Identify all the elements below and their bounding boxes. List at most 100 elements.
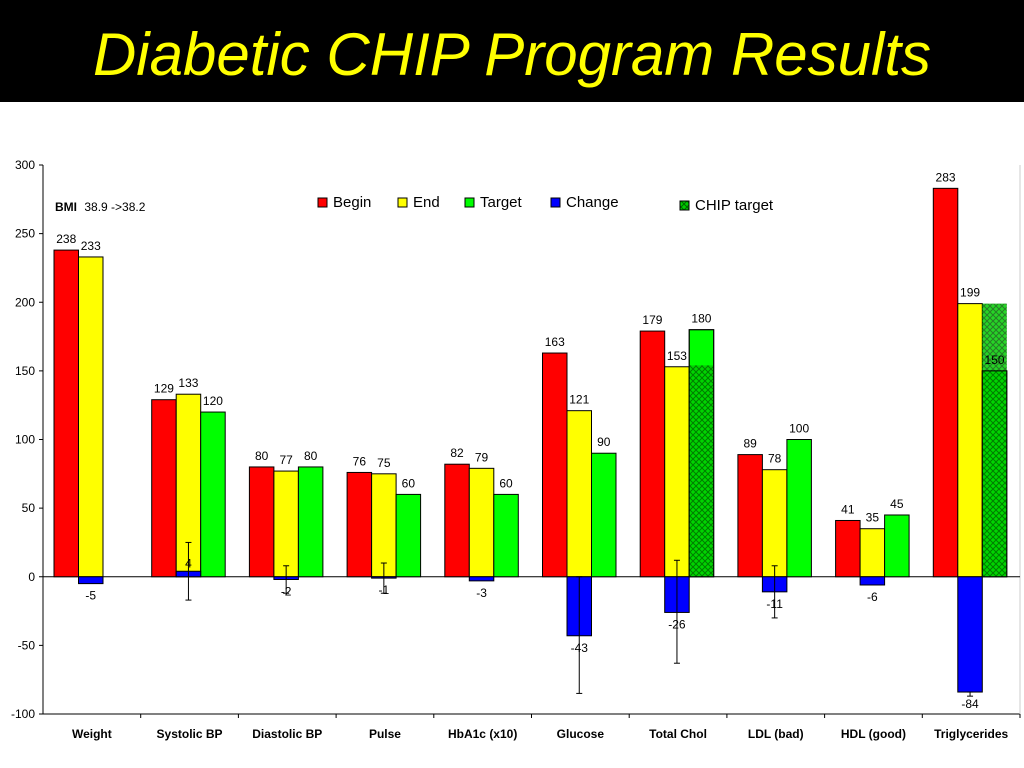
bar-end [761, 469, 788, 578]
data-label: 41 [841, 502, 855, 516]
data-label: 76 [353, 454, 367, 468]
data-label: 233 [81, 239, 101, 253]
data-label: 121 [569, 393, 589, 407]
data-label: -84 [961, 697, 979, 711]
legend: Begin End Target Change CHIP target [317, 194, 774, 214]
bar-begin [542, 352, 568, 578]
bar-end [468, 467, 495, 578]
y-tick-label: 100 [15, 433, 35, 447]
x-tick-label: LDL (bad) [748, 727, 804, 741]
x-tick-label: HDL (good) [841, 727, 906, 741]
bar-begin [737, 454, 763, 578]
bar-begin [53, 249, 79, 578]
bars [53, 187, 1008, 693]
legend-swatch [317, 197, 328, 208]
bar-target [395, 493, 422, 578]
data-label: 89 [743, 437, 757, 451]
data-label: 129 [154, 382, 174, 396]
data-label: -5 [85, 589, 96, 603]
x-tick-label: Diastolic BP [252, 727, 322, 741]
bmi-value: 38.9 ->38.2 [84, 200, 145, 214]
x-tick-label: HbA1c (x10) [448, 727, 517, 741]
legend-swatch [550, 197, 561, 208]
legend-label: End [413, 194, 440, 211]
data-label: 60 [499, 476, 513, 490]
data-label: 120 [203, 394, 223, 408]
data-label: 77 [279, 453, 293, 467]
bar-begin [248, 466, 275, 578]
data-label: 179 [642, 313, 662, 327]
bar-begin [932, 187, 959, 578]
bmi-annotation: BMI 38.9 ->38.2 [55, 200, 146, 214]
x-tick-label: Systolic BP [157, 727, 223, 741]
bar-target [786, 439, 812, 578]
y-tick-label: 200 [15, 295, 35, 309]
bar-chip-target [982, 303, 1007, 577]
y-tick-label: 0 [28, 570, 35, 584]
bar-change [957, 576, 983, 693]
title-bar [0, 0, 1024, 102]
y-tick-label: 300 [15, 158, 35, 172]
data-label: 78 [768, 452, 782, 466]
data-label: 150 [985, 353, 1005, 367]
x-tick-label: Pulse [369, 727, 401, 741]
data-label: 199 [960, 286, 980, 300]
data-label: 133 [178, 376, 198, 390]
x-tick-label: Weight [72, 727, 112, 741]
data-label: 180 [691, 312, 711, 326]
data-label: 82 [450, 446, 464, 460]
legend-label: CHIP target [695, 197, 774, 214]
x-tick-label: Glucose [557, 727, 605, 741]
data-label: 35 [866, 511, 880, 525]
y-tick-label: 250 [15, 227, 35, 241]
data-label: 75 [377, 456, 391, 470]
x-tick-label: Triglycerides [934, 727, 1008, 741]
value-labels: 238233-51291331204807780-2767560-1827960… [56, 170, 1005, 711]
data-label: -3 [476, 586, 487, 600]
error-bars [185, 541, 974, 697]
bar-chip-target [689, 365, 714, 577]
axes: -100 -50 0 50 100 150 200 250 300 Weight Systolic … [11, 158, 1021, 741]
bar-target [591, 452, 617, 578]
legend-swatch [679, 200, 690, 211]
data-label: 45 [890, 497, 904, 511]
data-label: 238 [56, 232, 76, 246]
data-label: 283 [936, 170, 956, 184]
bar-end [957, 303, 983, 578]
bar-target [884, 514, 910, 578]
bar-target-outline [981, 370, 1008, 578]
bar-change [468, 576, 495, 582]
x-tick-label: Total Chol [649, 727, 707, 741]
data-label: 153 [667, 349, 687, 363]
bar-end [566, 410, 592, 578]
page-title: Diabetic CHIP Program Results [92, 21, 932, 88]
bar-target-outline [688, 329, 715, 578]
bmi-label: BMI [55, 200, 77, 214]
bar-end [78, 256, 104, 578]
legend-label: Change [566, 194, 619, 211]
bar-begin [835, 519, 861, 578]
data-label: 163 [545, 335, 565, 349]
legend-swatch [464, 197, 475, 208]
data-label: -6 [867, 590, 878, 604]
data-label: 79 [475, 450, 489, 464]
bar-change [78, 576, 104, 585]
bar-end [273, 470, 299, 578]
legend-label: Target [480, 194, 523, 211]
data-label: 80 [304, 449, 318, 463]
legend-swatch [397, 197, 408, 208]
data-label: 80 [255, 449, 269, 463]
bar-end [859, 528, 886, 578]
bar-target [297, 466, 324, 578]
bar-end [371, 473, 397, 578]
chart: -100 -50 0 50 100 150 200 250 300 Weight Systolic … [11, 158, 1021, 741]
bar-begin [346, 471, 373, 578]
data-label: 100 [789, 422, 809, 436]
y-tick-label: -100 [11, 707, 35, 721]
bar-target [200, 411, 226, 578]
y-tick-label: 50 [22, 501, 36, 515]
bar-begin [151, 399, 177, 578]
bar-begin [444, 463, 470, 578]
bar-end [664, 366, 690, 578]
data-label: 60 [402, 476, 416, 490]
